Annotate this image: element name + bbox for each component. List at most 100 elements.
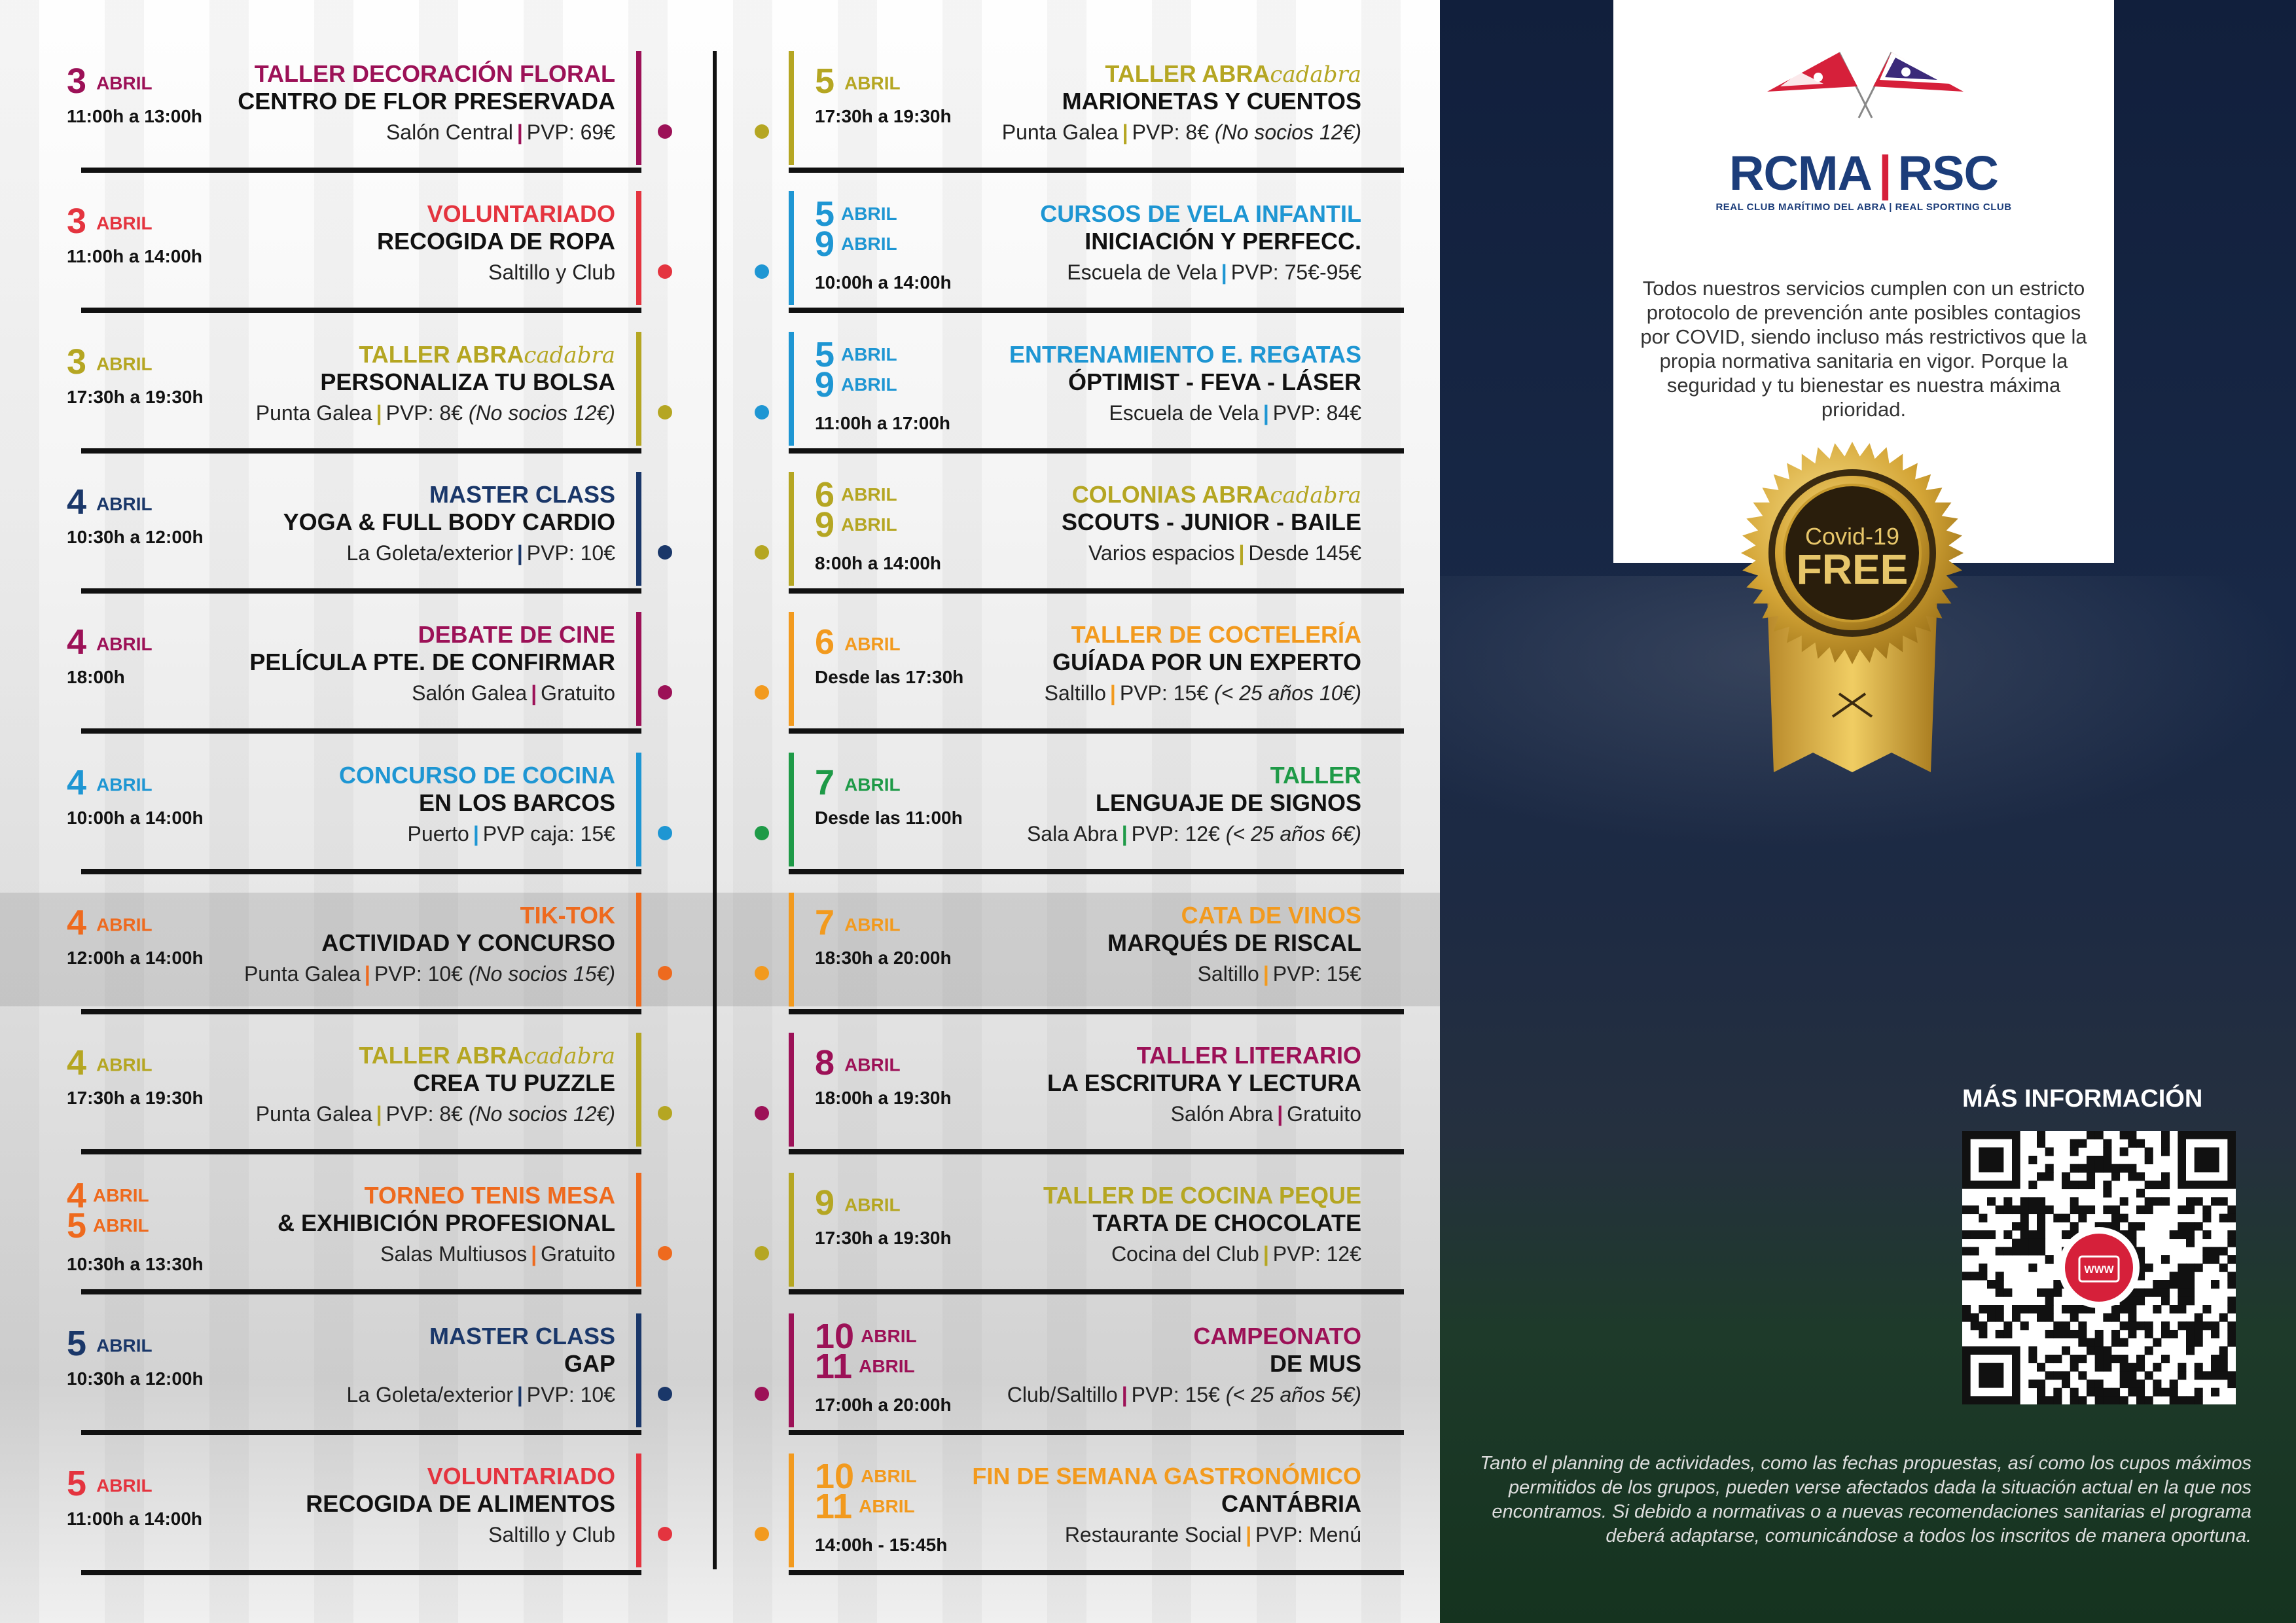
event-title: CANTÁBRIA [1221, 1490, 1361, 1517]
event-date-day: 9 [815, 1183, 835, 1223]
event-location: Saltillo | PVP: 15€ (< 25 años 10€) [1045, 681, 1361, 705]
event-card[interactable]: 8 ABRIL 18:00h a 19:30h TALLER LITERARIO… [789, 1033, 1404, 1155]
timeline-dot [755, 1106, 769, 1121]
event-category-text: TALLER ABRA [359, 340, 524, 368]
event-accent-bar [789, 1313, 794, 1427]
event-price: Gratuito [1287, 1102, 1361, 1126]
event-location: Punta Galea | PVP: 10€ (No socios 15€) [244, 962, 615, 986]
event-time: 18:00h a 19:30h [815, 1088, 952, 1109]
event-date-day: 3 [67, 202, 87, 241]
event-time: 10:30h a 13:30h [67, 1254, 204, 1275]
event-date: 5 ABRIL [67, 1323, 152, 1363]
timeline-dot [658, 264, 672, 279]
timeline-dot [658, 544, 672, 560]
event-date-month-end: ABRIL [841, 234, 897, 255]
event-accent-bar [636, 612, 641, 726]
event-place: Saltillo [1044, 681, 1106, 705]
separator: | [1263, 1242, 1269, 1266]
event-card[interactable]: 4 ABRIL 12:00h a 14:00h TIK-TOK ACTIVIDA… [41, 892, 641, 1014]
event-title: CENTRO DE FLOR PRESERVADA [238, 88, 615, 115]
event-date-month: ABRIL [844, 73, 901, 94]
event-card[interactable]: 7 ABRIL Desde las 11:00h TALLER LENGUAJE… [789, 752, 1404, 874]
event-date: 8 ABRIL [815, 1045, 901, 1082]
event-underline [789, 168, 1404, 173]
timeline-dot [658, 965, 672, 980]
event-time: Desde las 11:00h [815, 807, 963, 828]
event-time: 17:00h a 20:00h [815, 1394, 952, 1415]
event-date-month: ABRIL [844, 633, 901, 654]
event-date-month: ABRIL [96, 914, 152, 935]
event-category: TORNEO TENIS MESA [365, 1182, 615, 1209]
event-title: LA ESCRITURA Y LECTURA [1047, 1069, 1361, 1097]
event-place: Punta Galea [1001, 120, 1119, 144]
event-location: La Goleta/exterior | PVP: 10€ [346, 541, 615, 565]
event-card[interactable]: 3 ABRIL 11:00h a 14:00h VOLUNTARIADO REC… [41, 191, 641, 313]
separator: | [1109, 681, 1116, 705]
event-price: PVP caja: 15€ [482, 821, 615, 846]
event-card[interactable]: 4 ABRIL 5 ABRIL 10:30h a 13:30h TORNEO TEN… [41, 1173, 641, 1295]
covid-free-seal-icon: Covid-19 FREE [1741, 442, 1964, 772]
timeline-dot [755, 1386, 769, 1401]
event-underline [789, 588, 1404, 594]
event-date-day: 4 [67, 622, 87, 662]
event-date-month-end: ABRIL [93, 1215, 149, 1236]
event-location: Sala Abra | PVP: 12€ (< 25 años 6€) [1027, 822, 1361, 846]
disclaimer-text: Tanto el planning de actividades, como l… [1480, 1453, 2251, 1546]
event-card[interactable]: 10 ABRIL 11 ABRIL 17:00h a 20:00h CAMPEONA… [789, 1313, 1404, 1435]
event-category: CONCURSO DE COCINA [339, 762, 615, 789]
event-title: RECOGIDA DE ROPA [376, 228, 615, 255]
timeline-dot [658, 1106, 672, 1121]
event-card[interactable]: 4 ABRIL 10:30h a 12:00h MASTER CLASS YOG… [41, 471, 641, 594]
event-card[interactable]: 3 ABRIL 17:30h a 19:30h TALLER ABRAcadab… [41, 331, 641, 454]
event-accent-bar [636, 51, 641, 165]
event-place: Puerto [407, 821, 469, 846]
event-card[interactable]: 6 ABRIL Desde las 17:30h TALLER DE COCTE… [789, 612, 1404, 734]
event-title: PERSONALIZA TU BOLSA [320, 368, 615, 395]
event-date-month: ABRIL [844, 774, 901, 795]
event-date-day: 4 [67, 1043, 87, 1083]
brand-name-left: RCMA [1729, 146, 1873, 200]
event-date-day: 5 [67, 1323, 87, 1363]
event-card[interactable]: 4 ABRIL 18:00h DEBATE DE CINE PELÍCULA P… [41, 612, 641, 734]
event-card[interactable]: 5 ABRIL 9 ABRIL 10:00h a 14:00h CURSOS DE … [789, 191, 1404, 313]
brand-name: RCMA | RSC [1613, 145, 2114, 201]
event-card[interactable]: 7 ABRIL 18:30h a 20:00h CATA DE VINOS MA… [789, 892, 1404, 1014]
separator: | [1263, 961, 1269, 986]
event-time: 11:00h a 13:00h [67, 106, 203, 126]
event-date-month: ABRIL [841, 204, 897, 224]
event-date-month: ABRIL [96, 1475, 152, 1496]
event-date-month: ABRIL [841, 484, 897, 505]
event-card[interactable]: 10 ABRIL 11 ABRIL 14:00h - 15:45h FIN DE S… [789, 1454, 1404, 1575]
event-location: Varios espacios | Desde 145€ [1088, 541, 1361, 565]
event-date-month: ABRIL [861, 1466, 917, 1486]
qr-code[interactable]: WWW [1962, 1131, 2236, 1405]
event-date-month-end: ABRIL [859, 1496, 915, 1516]
event-date: 6 ABRIL 9 ABRIL [815, 477, 897, 543]
event-category-text: CURSOS DE VELA INFANTIL [1040, 200, 1361, 228]
event-date: 10 ABRIL 11 ABRIL [815, 1459, 917, 1524]
covid-protocol-text: Todos nuestros servicios cumplen con un … [1640, 277, 2087, 421]
event-category-text: TALLER DE COCINA PEQUE [1043, 1182, 1361, 1209]
event-date-day: 3 [67, 62, 87, 101]
event-card[interactable]: 5 ABRIL 10:30h a 12:00h MASTER CLASS GAP… [41, 1313, 641, 1435]
timeline-dot [755, 124, 769, 139]
event-date: 5 ABRIL [67, 1466, 152, 1503]
event-title: SCOUTS - JUNIOR - BAILE [1061, 508, 1361, 535]
event-card[interactable]: 6 ABRIL 9 ABRIL 8:00h a 14:00h COLONIAS AB… [789, 471, 1404, 594]
event-date-day: 4 [67, 482, 87, 522]
event-card[interactable]: 4 ABRIL 10:00h a 14:00h CONCURSO DE COCI… [41, 752, 641, 874]
event-category: VOLUNTARIADO [427, 1463, 615, 1490]
event-card[interactable]: 9 ABRIL 17:30h a 19:30h TALLER DE COCINA… [789, 1173, 1404, 1295]
event-card[interactable]: 5 ABRIL 11:00h a 14:00h VOLUNTARIADO REC… [41, 1454, 641, 1575]
event-title: INICIACIÓN Y PERFECC. [1085, 228, 1361, 255]
event-title: ACTIVIDAD Y CONCURSO [321, 929, 615, 956]
timeline-dot [755, 1246, 769, 1261]
event-card[interactable]: 3 ABRIL 11:00h a 13:00h TALLER DECORACIÓ… [41, 51, 641, 173]
event-date-month: ABRIL [96, 353, 152, 374]
event-card[interactable]: 5 ABRIL 9 ABRIL 11:00h a 17:00h ENTRENAMIE… [789, 331, 1404, 454]
event-card[interactable]: 4 ABRIL 17:30h a 19:30h TALLER ABRAcadab… [41, 1033, 641, 1155]
event-category-script: cadabra [1270, 62, 1361, 88]
event-card[interactable]: 5 ABRIL 17:30h a 19:30h TALLER ABRAcadab… [789, 51, 1404, 173]
event-time: 11:00h a 17:00h [815, 412, 951, 433]
seal-line1: Covid-19 [1805, 523, 1899, 550]
